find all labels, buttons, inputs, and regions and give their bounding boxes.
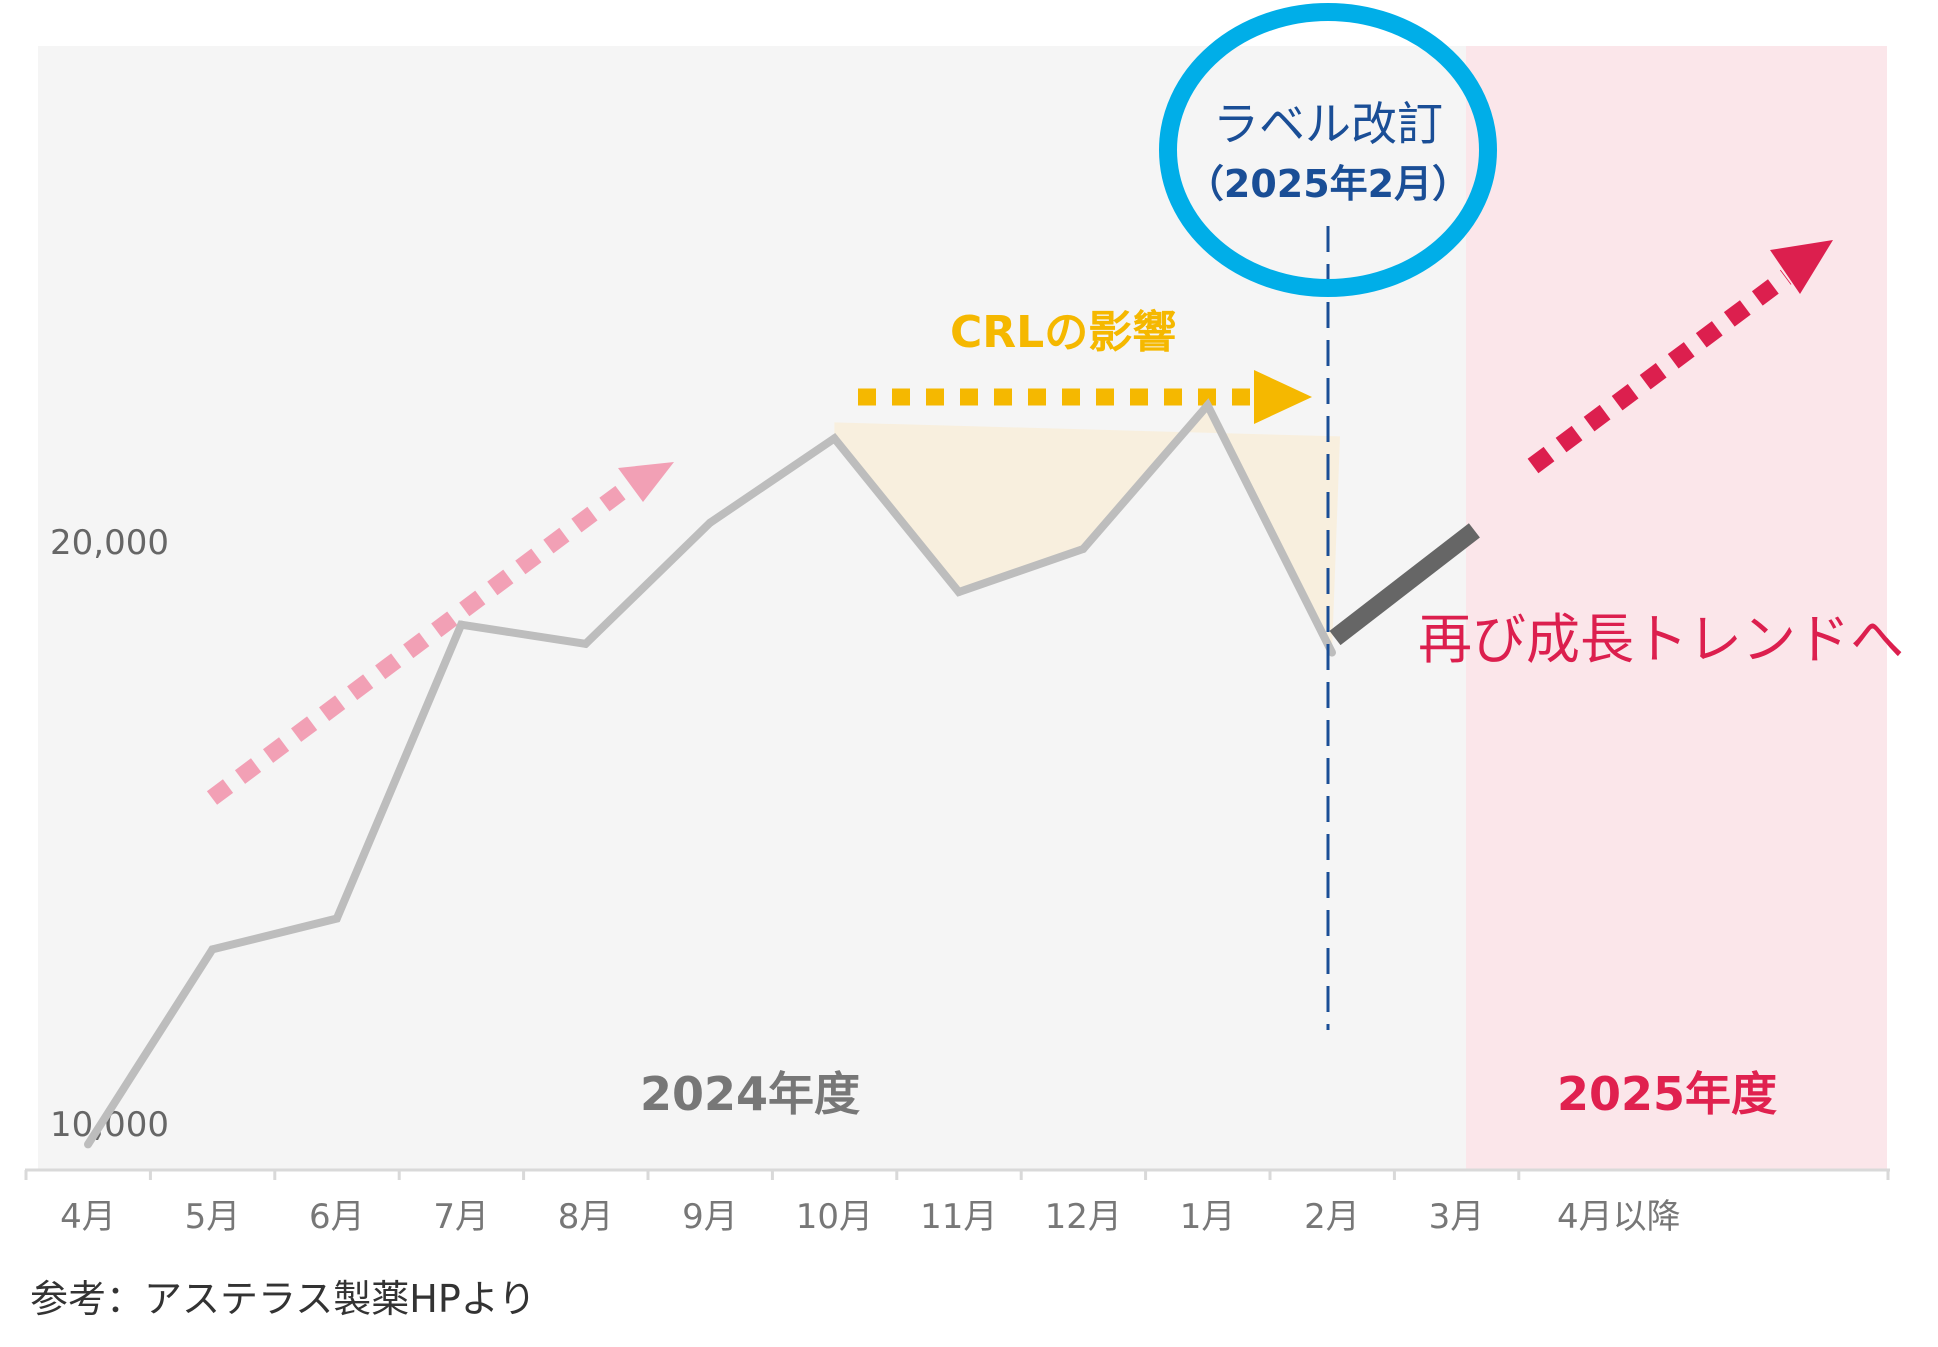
fy2025-background (1466, 46, 1887, 1170)
label-revision-ring (1159, 3, 1497, 297)
series-point (830, 434, 839, 443)
x-tick-label: 10月 (796, 1197, 873, 1237)
regrowth-label: 再び成長トレンドへ (1418, 608, 1904, 671)
series-point (84, 1140, 92, 1149)
fy2025-label: 2025年度 (1557, 1067, 1777, 1121)
regrowth-arrow-head (1770, 240, 1833, 294)
series-point (457, 620, 466, 629)
source-note: 参考：アステラス製薬HPより (30, 1277, 536, 1321)
growth-arrow-shaft (206, 477, 638, 805)
x-tick-label: 2月 (1304, 1197, 1360, 1237)
crl-arrow-head (1254, 370, 1312, 424)
x-tick-label: 4月 (60, 1197, 116, 1237)
series-point (581, 639, 590, 648)
series-point (1203, 401, 1212, 410)
x-tick-label: 5月 (185, 1197, 241, 1237)
x-tick-label: 7月 (433, 1197, 489, 1237)
x-tick-label: 1月 (1180, 1197, 1236, 1237)
series-point (208, 945, 217, 954)
series-point (1079, 544, 1088, 553)
series-point (332, 914, 341, 923)
label-revision-date: （2025年2月） (1186, 162, 1470, 206)
growth-arrow-head (618, 462, 674, 502)
label-revision-title: ラベル改訂 (1213, 97, 1443, 151)
x-tick-label: 9月 (682, 1197, 738, 1237)
projection-segment (1329, 523, 1480, 646)
series-points (84, 401, 1336, 1149)
crl-impact-label: CRLの影響 (950, 307, 1176, 358)
fy2024-background (38, 46, 1466, 1170)
y-tick-label: 20,000 (50, 523, 169, 563)
series-point (954, 588, 963, 597)
regrowth-arrow-shaft (1527, 269, 1792, 474)
x-axis-ticks: 4月 5月 6月 7月 8月 9月 10月 11月 12月 1月 2月 3月 4月以降 (24, 1170, 1890, 1237)
fy2024-label: 2024年度 (640, 1067, 860, 1121)
x-tick-label: 3月 (1429, 1197, 1485, 1237)
x-tick-label: 11月 (920, 1197, 997, 1237)
series-point (1328, 648, 1336, 657)
x-tick-label: 4月以降 (1557, 1197, 1681, 1237)
series-point (706, 518, 714, 527)
x-tick-label: 6月 (309, 1197, 365, 1237)
x-tick-label: 8月 (558, 1197, 614, 1237)
x-tick-label: 12月 (1045, 1197, 1122, 1237)
